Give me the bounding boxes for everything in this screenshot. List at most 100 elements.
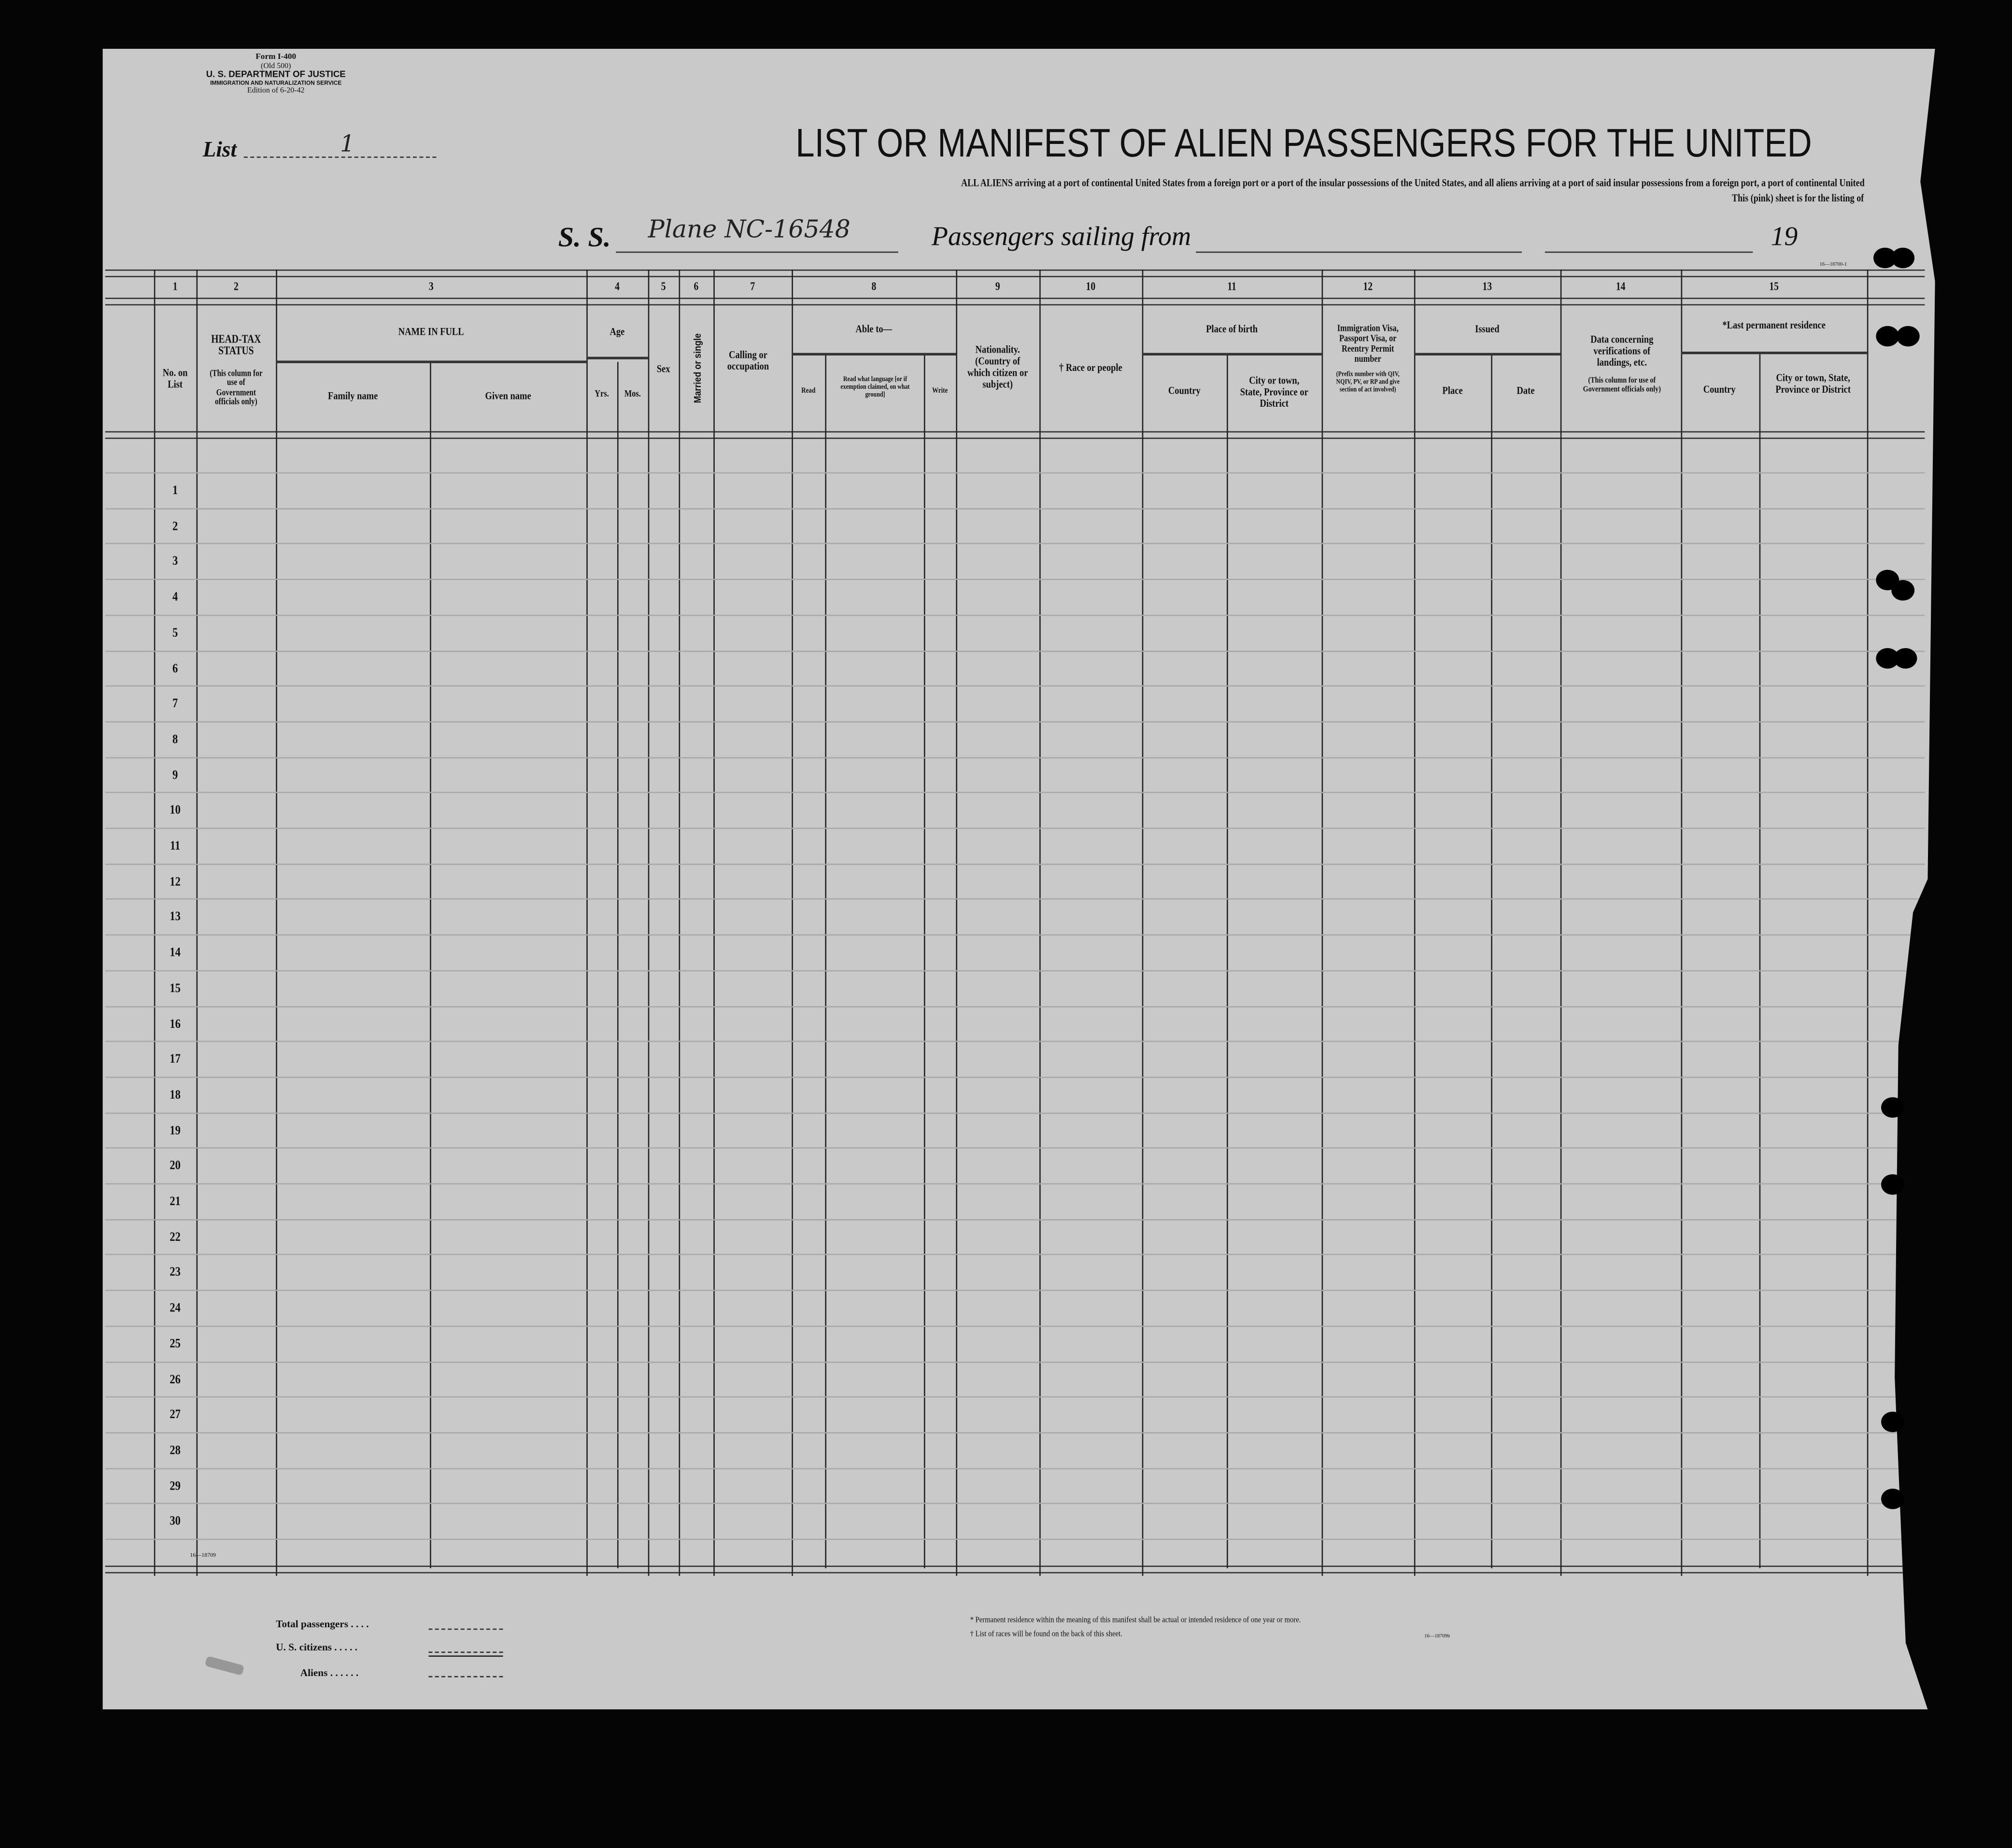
row-number: 19 bbox=[170, 1123, 181, 1138]
row-number: 7 bbox=[172, 697, 178, 711]
year-prefix: 19 bbox=[1771, 220, 1798, 252]
sailing-from-label: Passengers sailing from bbox=[931, 220, 1191, 252]
header-head-tax: HEAD-TAX STATUS bbox=[211, 332, 261, 357]
row-rule bbox=[105, 792, 1925, 794]
header-family-name: Family name bbox=[327, 389, 378, 402]
vessel-name: Plane NC-16548 bbox=[648, 215, 850, 244]
row-number: 4 bbox=[172, 590, 178, 605]
subcolumn-rule bbox=[617, 362, 619, 1568]
row-number: 3 bbox=[172, 554, 178, 569]
pencil-mark bbox=[204, 1656, 245, 1676]
row-rule bbox=[105, 1041, 1925, 1042]
header-visa: Immigration Visa, Passport Visa, or Reen… bbox=[1337, 322, 1399, 364]
header-given-name: Given name bbox=[485, 389, 531, 402]
row-number: 23 bbox=[170, 1265, 181, 1280]
punch-hole bbox=[1896, 326, 1920, 347]
punch-hole bbox=[1891, 580, 1915, 601]
aliens-field[interactable] bbox=[428, 1676, 503, 1677]
row-rule bbox=[105, 543, 1925, 545]
vessel-name-field[interactable] bbox=[616, 251, 898, 253]
row-number: 9 bbox=[172, 768, 178, 782]
print-code-bottom: 16—18709 bbox=[190, 1551, 216, 1558]
row-number: 16 bbox=[170, 1017, 181, 1031]
column-number: 7 bbox=[750, 280, 755, 293]
sailing-date-field[interactable] bbox=[1544, 251, 1753, 253]
subcolumn-rule bbox=[923, 354, 925, 1568]
header-read-language: Read what language [or if exemption clai… bbox=[840, 376, 910, 399]
vessel-prefix: S. S. bbox=[558, 220, 611, 253]
subcolumn-rule bbox=[1491, 354, 1492, 1568]
column-rule bbox=[679, 269, 680, 1576]
page-title: LIST OR MANIFEST OF ALIEN PASSENGERS FOR… bbox=[795, 120, 1812, 166]
header-pob-country: Country bbox=[1168, 384, 1201, 397]
row-rule bbox=[105, 579, 1925, 581]
header-no-on-list: No. on List bbox=[162, 366, 188, 390]
row-number: 30 bbox=[170, 1514, 181, 1529]
row-rule bbox=[105, 1183, 1925, 1185]
subheader-rule bbox=[1681, 351, 1867, 354]
us-citizens-field[interactable] bbox=[428, 1651, 503, 1653]
header-head-tax-note: (This column for use of Government offic… bbox=[210, 368, 263, 407]
column-number: 3 bbox=[428, 280, 434, 293]
list-field[interactable] bbox=[243, 156, 437, 158]
header-race: † Race or people bbox=[1059, 360, 1122, 374]
row-number: 21 bbox=[170, 1194, 181, 1209]
row-number: 25 bbox=[170, 1336, 181, 1351]
punch-hole bbox=[1891, 247, 1915, 269]
double-rule bbox=[105, 1565, 1925, 1574]
row-rule bbox=[105, 614, 1925, 616]
row-rule bbox=[105, 650, 1925, 652]
header-mos: Mos. bbox=[624, 387, 641, 399]
row-rule bbox=[105, 1325, 1925, 1327]
header-yrs: Yrs. bbox=[595, 387, 609, 399]
total-passengers-label: Total passengers . . . . bbox=[276, 1618, 369, 1630]
column-rule bbox=[648, 269, 650, 1576]
row-rule bbox=[105, 1148, 1925, 1149]
column-rule bbox=[1039, 269, 1041, 1576]
punch-hole bbox=[1881, 1174, 1904, 1195]
header-able-to: Able to— bbox=[855, 322, 893, 335]
header-issued-date: Date bbox=[1516, 384, 1535, 397]
header-nationality: Nationality. (Country of which citizen o… bbox=[967, 342, 1028, 390]
column-number: 13 bbox=[1482, 280, 1492, 293]
subcolumn-rule bbox=[1226, 354, 1228, 1568]
double-rule bbox=[105, 269, 1925, 277]
row-rule bbox=[105, 827, 1925, 829]
column-number: 9 bbox=[995, 280, 1000, 293]
total-passengers-field[interactable] bbox=[428, 1628, 503, 1630]
column-rule bbox=[1867, 269, 1869, 1576]
edition: Edition of 6-20-42 bbox=[247, 87, 305, 95]
row-rule bbox=[105, 934, 1925, 936]
row-number: 11 bbox=[170, 839, 181, 853]
subcolumn-rule bbox=[1759, 354, 1761, 1568]
header-write: Write bbox=[932, 387, 948, 396]
header-sex: Sex bbox=[656, 362, 670, 375]
column-number: 5 bbox=[661, 280, 666, 293]
subheader-rule bbox=[586, 356, 648, 359]
header-issued: Issued bbox=[1475, 322, 1500, 335]
double-rule bbox=[105, 298, 1925, 306]
sailing-from-field[interactable] bbox=[1196, 251, 1522, 253]
row-rule bbox=[105, 721, 1925, 723]
form-number: Form I-400 bbox=[255, 52, 297, 62]
row-number: 22 bbox=[170, 1230, 181, 1245]
column-rule bbox=[956, 269, 958, 1576]
row-number: 10 bbox=[170, 804, 181, 818]
row-rule bbox=[105, 472, 1925, 474]
subheader-rule bbox=[792, 353, 956, 355]
totals-rule bbox=[428, 1655, 503, 1657]
column-number: 6 bbox=[694, 280, 699, 293]
manifest-sheet: Form I-400 (Old 500) U. S. DEPARTMENT OF… bbox=[102, 48, 1935, 1709]
row-number: 18 bbox=[170, 1088, 181, 1102]
row-number: 28 bbox=[170, 1443, 181, 1458]
row-number: 8 bbox=[172, 732, 178, 747]
row-rule bbox=[105, 970, 1925, 971]
row-number: 1 bbox=[172, 483, 178, 498]
row-number: 29 bbox=[170, 1479, 181, 1493]
double-rule bbox=[105, 431, 1925, 439]
column-number: 11 bbox=[1227, 280, 1236, 293]
row-rule bbox=[105, 508, 1925, 509]
row-rule bbox=[105, 1254, 1925, 1256]
subtitle: ALL ALIENS arriving at a port of contine… bbox=[961, 175, 1865, 189]
